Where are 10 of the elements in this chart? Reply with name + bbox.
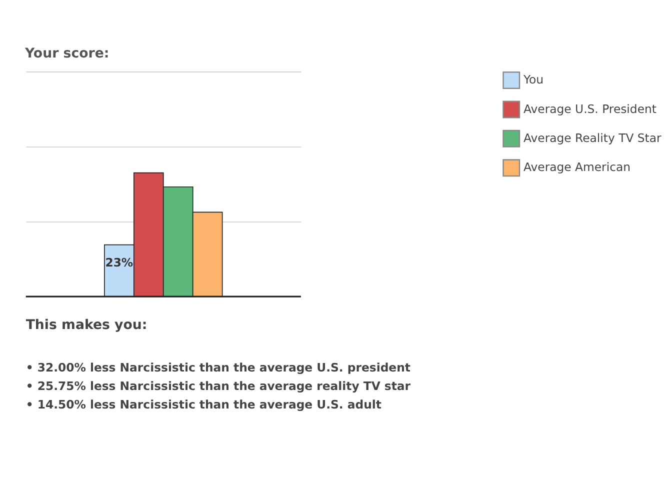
text: • 25.75% less Narcissistic than the average reality TV star [26, 378, 411, 393]
text: • 14.50% less Narcissistic than the average U.S. adult [26, 397, 382, 412]
text: This makes you: [26, 318, 148, 334]
chart-title: Your score: [24, 46, 110, 62]
data-label: 23% [105, 256, 134, 270]
legend-label: Average U.S. President [523, 102, 657, 116]
legend-label: Average American [523, 160, 631, 174]
legend-label: Average Reality TV Star [523, 130, 662, 145]
legend-label: You [522, 72, 544, 87]
text: • 32.00% less Narcissistic than the average U.S. president [26, 360, 411, 375]
